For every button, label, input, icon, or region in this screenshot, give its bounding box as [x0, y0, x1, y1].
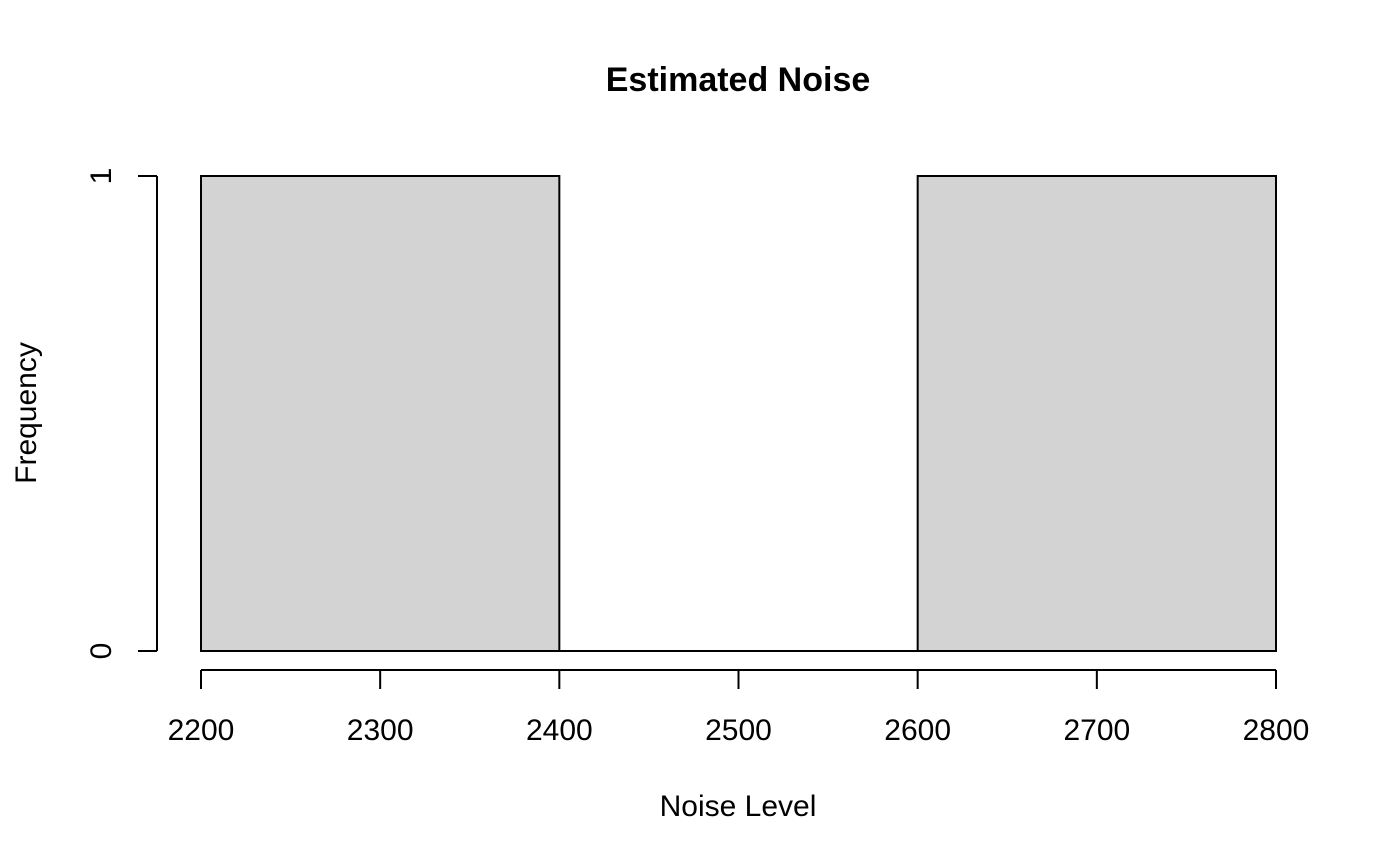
x-tick-label-2: 2400: [526, 714, 593, 747]
x-tick-label-4: 2600: [884, 714, 951, 747]
x-axis-label: Noise Level: [660, 790, 817, 823]
y-tick-label-1: 1: [85, 168, 118, 185]
x-axis: 2200 2300 2400 2500 2600 2700 2800: [168, 669, 1310, 747]
x-tick-label-5: 2700: [1063, 714, 1130, 747]
x-tick-label-3: 2500: [705, 714, 772, 747]
x-tick-label-1: 2300: [347, 714, 414, 747]
x-tick-label-6: 2800: [1243, 714, 1310, 747]
bars-group: [200, 175, 1278, 652]
y-tick-label-0: 0: [85, 643, 118, 660]
histogram-bar-0: [200, 175, 561, 652]
y-axis-label: Frequency: [10, 342, 43, 484]
y-axis: 01: [85, 168, 158, 660]
x-tick-label-0: 2200: [168, 714, 235, 747]
histogram-bar-2: [916, 175, 1278, 652]
chart-title: Estimated Noise: [606, 61, 871, 99]
